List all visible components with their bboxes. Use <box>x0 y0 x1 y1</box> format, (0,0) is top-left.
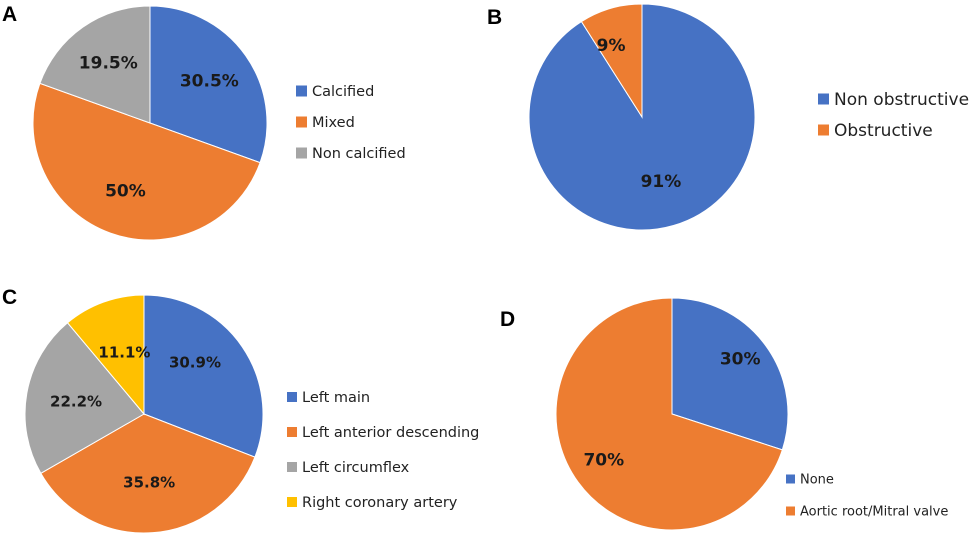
slice-value-label: 50% <box>105 181 146 201</box>
legend-swatch <box>818 124 829 136</box>
slice-value-label: 22.2% <box>50 392 102 410</box>
legend-label: Calcified <box>312 84 374 100</box>
pie-slice-calcified <box>149 5 268 164</box>
slice-value-label: 30% <box>720 350 761 370</box>
panel-letter-b: B <box>487 6 502 29</box>
legend-swatch <box>296 85 307 97</box>
pie-chart-a: 30.5% 50% 19.5% Calcified Mixed Non calcified <box>32 5 406 241</box>
pie-slice-none <box>671 297 789 451</box>
legend-label: None <box>800 473 834 488</box>
slice-value-label: 9% <box>597 36 626 56</box>
slice-value-label: 19.5% <box>79 54 138 74</box>
slice-value-label: 91% <box>641 172 682 192</box>
legend-label: Left anterior descending <box>302 425 479 441</box>
pie-slice-mixed <box>32 82 261 241</box>
legend-label: Right coronary artery <box>302 495 458 511</box>
legend-label: Non obstructive <box>834 90 969 110</box>
legend-swatch <box>287 392 297 402</box>
pie-slice-left-main <box>143 294 264 458</box>
legend-label: Left circumflex <box>302 460 410 476</box>
legend-a: Calcified Mixed Non calcified <box>296 84 406 162</box>
panel-letter-a: A <box>2 3 17 26</box>
legend-swatch <box>287 427 297 437</box>
pie-chart-d: 30% 70% None Aortic root/Mitral valve <box>555 297 948 531</box>
legend-label: Left main <box>302 390 370 406</box>
legend-swatch <box>287 497 297 507</box>
legend-label: Non calcified <box>312 146 406 162</box>
pie-chart-b: 91% 9% Non obstructive Obstructive <box>528 3 969 231</box>
legend-d: None Aortic root/Mitral valve <box>786 473 948 520</box>
pie-slice-obstructive <box>580 3 643 119</box>
pie-charts: 30.5% 50% 19.5% Calcified Mixed Non calcified… <box>24 3 969 533</box>
slice-value-label: 30.5% <box>180 71 239 91</box>
pie-chart-c: 30.9% 35.8% 22.2% 11.1% Left main Left anteri… <box>24 294 479 533</box>
pie-slice-aortic-root-mitral-valve <box>555 297 783 531</box>
pie-slice-left-circumflex <box>24 322 145 474</box>
legend-swatch <box>287 462 297 472</box>
legend-swatch <box>786 474 795 484</box>
slice-value-label: 70% <box>583 450 624 470</box>
legend-label: Mixed <box>312 115 355 131</box>
panel-letter-c: C <box>2 286 17 309</box>
legend-swatch <box>296 147 307 159</box>
slice-value-label: 11.1% <box>98 344 150 362</box>
pie-slice-non-calcified <box>39 5 151 124</box>
legend-label: Obstructive <box>834 121 933 141</box>
panel-letter-d: D <box>500 308 515 331</box>
legend-b: Non obstructive Obstructive <box>818 90 969 141</box>
legend-swatch <box>818 93 829 105</box>
legend-label: Aortic root/Mitral valve <box>800 505 948 520</box>
legend-swatch <box>296 116 307 128</box>
slice-value-label: 35.8% <box>123 473 175 491</box>
slice-value-label: 30.9% <box>169 354 221 372</box>
legend-swatch <box>786 506 795 516</box>
legend-c: Left main Left anterior descending Left ci… <box>287 390 479 511</box>
pie-slice-right-coronary-artery <box>66 294 145 416</box>
